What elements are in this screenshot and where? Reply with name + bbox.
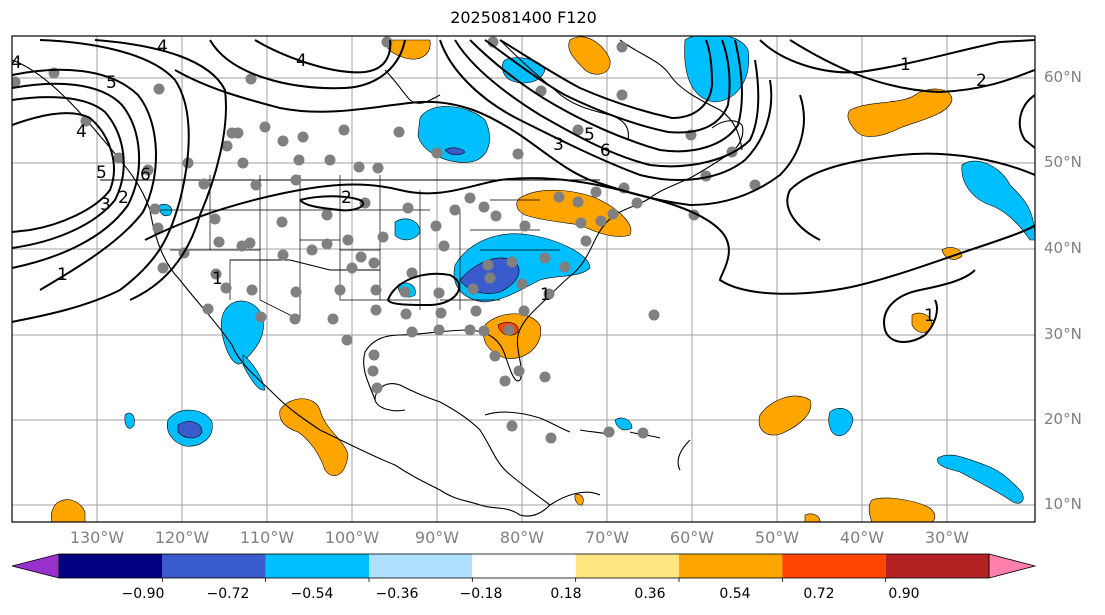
map-title: 2025081400 F120 xyxy=(450,8,597,27)
lon-label: 90°W xyxy=(414,528,460,547)
lat-label: 30°N xyxy=(1044,325,1082,343)
colorbar-tick-label: 0.18 xyxy=(550,586,582,602)
lon-label: 120°W xyxy=(154,528,210,547)
colorbar-segment xyxy=(369,554,473,578)
colorbar-segment xyxy=(59,554,163,578)
contour-label: 6 xyxy=(140,165,151,185)
lon-label: 40°W xyxy=(839,528,885,547)
contour-label: 5 xyxy=(96,163,107,183)
contour-label: 5 xyxy=(106,73,117,93)
colorbar-segment xyxy=(575,554,679,578)
lat-label: 60°N xyxy=(1044,68,1082,86)
lat-label: 50°N xyxy=(1044,153,1082,171)
lon-label: 110°W xyxy=(239,528,295,547)
contour-label: 4 xyxy=(157,37,168,57)
map-frame xyxy=(11,35,1036,523)
lat-label: 10°N xyxy=(1044,495,1082,513)
lon-label: 100°W xyxy=(324,528,380,547)
contour-label: 2 xyxy=(976,71,987,91)
lat-label: 40°N xyxy=(1044,239,1082,257)
colorbar xyxy=(11,553,1037,582)
colorbar-tick-label: 0.90 xyxy=(888,586,920,602)
colorbar-tick-label: −0.18 xyxy=(459,586,503,602)
lon-label: 80°W xyxy=(499,528,545,547)
colorbar-segment xyxy=(162,554,266,578)
coastlines xyxy=(12,39,744,517)
colorbar-tick-label: −0.36 xyxy=(375,586,419,602)
colorbar-tick-label: −0.54 xyxy=(290,586,334,602)
political-borders xyxy=(150,175,560,321)
colorbar-extend-min xyxy=(11,553,60,579)
contour-label: 4 xyxy=(296,51,307,71)
contour-label: 1 xyxy=(540,285,551,305)
colorbar-tick-label: −0.72 xyxy=(206,586,250,602)
contour-label: 3 xyxy=(553,135,564,155)
lon-label: 130°W xyxy=(69,528,125,547)
colorbar-tick-label: −0.90 xyxy=(121,586,165,602)
lon-label: 70°W xyxy=(584,528,630,547)
contour-label: 1 xyxy=(924,306,935,326)
contour-label: 2 xyxy=(118,188,129,208)
colorbar-extend-max xyxy=(988,553,1037,579)
lon-label: 50°W xyxy=(754,528,800,547)
station-markers xyxy=(12,36,761,444)
contour-label: 4 xyxy=(76,122,87,142)
colorbar-segment xyxy=(265,554,369,578)
shaded-anomalies xyxy=(50,36,1035,522)
lon-label: 30°W xyxy=(924,528,970,547)
colorbar-segment xyxy=(782,554,886,578)
colorbar-tick-label: 0.72 xyxy=(803,586,835,602)
colorbar-tick-label: 0.54 xyxy=(719,586,751,602)
contour-label: 3 xyxy=(100,195,111,215)
contour-lines xyxy=(12,39,1035,343)
colorbar-frame xyxy=(58,553,990,579)
contour-label: 1 xyxy=(212,269,223,289)
lon-label: 60°W xyxy=(669,528,715,547)
colorbar-tick-label: 0.36 xyxy=(634,586,666,602)
contour-label: 1 xyxy=(57,265,68,285)
lat-label: 20°N xyxy=(1044,410,1082,428)
colorbar-segment xyxy=(885,554,989,578)
contour-label: 2 xyxy=(341,188,352,208)
colorbar-segment xyxy=(472,554,576,578)
colorbar-segment xyxy=(679,554,783,578)
contour-label: 1 xyxy=(900,55,911,75)
contour-label: 5 xyxy=(584,125,595,145)
contour-label-group: 4 4 4 4 5 5 2 3 6 1 1 3 5 6 2 2 1 1 1 xyxy=(11,37,987,326)
contour-label: 4 xyxy=(11,53,22,73)
contour-label: 6 xyxy=(600,141,611,161)
